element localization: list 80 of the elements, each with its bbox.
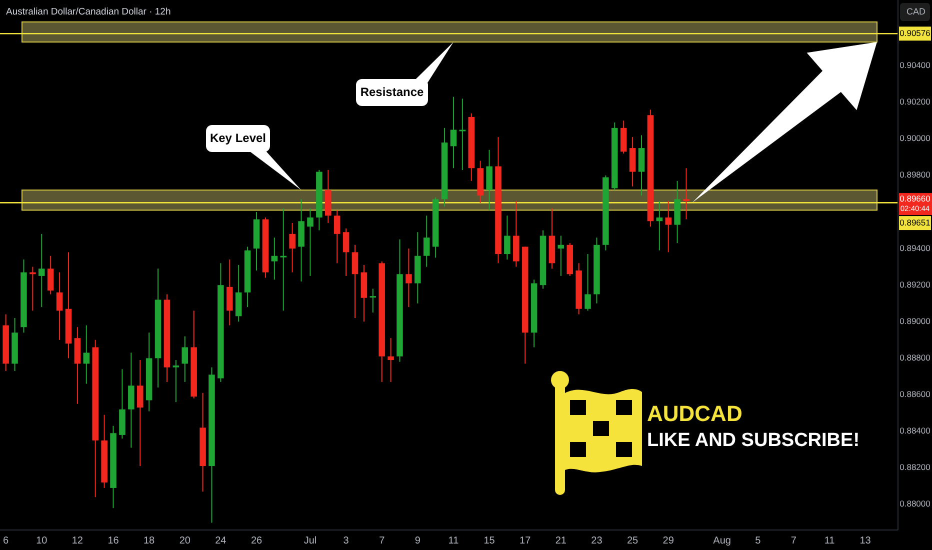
candlestick bbox=[182, 336, 188, 382]
candlestick bbox=[450, 96, 457, 169]
x-tick-label: 17 bbox=[520, 536, 532, 547]
candlestick bbox=[136, 360, 144, 467]
candlestick bbox=[38, 233, 45, 308]
x-tick-label: 11 bbox=[448, 536, 460, 547]
x-tick-label: 5 bbox=[755, 536, 762, 547]
x-tick-label: 21 bbox=[555, 536, 567, 547]
text: 0.89660 bbox=[900, 193, 931, 204]
x-tick-label: 6 bbox=[3, 536, 10, 547]
x-tick-label: 29 bbox=[662, 536, 674, 547]
candlestick bbox=[584, 254, 591, 312]
y-tick-label: 0.90400 bbox=[900, 60, 931, 70]
y-tick-label: 0.88000 bbox=[900, 498, 931, 509]
x-tick-label: 25 bbox=[626, 536, 639, 547]
candlestick bbox=[683, 168, 690, 220]
candlestick bbox=[370, 288, 376, 314]
candlestick bbox=[459, 98, 466, 170]
candlestick bbox=[620, 120, 627, 154]
x-tick-label: 16 bbox=[108, 536, 120, 547]
x-tick-label: 7 bbox=[379, 536, 386, 547]
candlestick bbox=[629, 136, 636, 187]
y-tick-label: 0.89000 bbox=[900, 316, 931, 326]
text: Australian Dollar/Canadian Dollar · 12h bbox=[6, 6, 171, 18]
candlestick bbox=[83, 324, 90, 384]
candlestick bbox=[47, 255, 54, 295]
y-tick-label: 0.89200 bbox=[900, 279, 931, 290]
callout: Key Level bbox=[206, 125, 302, 190]
y-tick-label: 0.88200 bbox=[900, 462, 931, 472]
candlestick bbox=[280, 208, 286, 312]
candlestick bbox=[289, 222, 296, 273]
candlestick bbox=[504, 215, 510, 260]
candlestick bbox=[271, 237, 278, 280]
candlestick bbox=[406, 248, 412, 308]
candlestick bbox=[486, 149, 492, 211]
ref-line-label: 0.90576 bbox=[900, 28, 931, 38]
candlestick bbox=[352, 244, 358, 318]
x-tick-label: Aug bbox=[713, 536, 731, 547]
y-tick-label: 0.88600 bbox=[900, 389, 931, 400]
annotation: Resistance bbox=[360, 85, 424, 100]
candlestick bbox=[558, 235, 564, 276]
y-tick-label: 0.89800 bbox=[900, 170, 931, 180]
candlestick bbox=[226, 259, 233, 326]
candlestick bbox=[128, 352, 134, 448]
x-tick-label: 9 bbox=[414, 536, 421, 547]
candlestick bbox=[334, 210, 340, 264]
candlestick bbox=[307, 208, 314, 276]
annotation: Key Level bbox=[210, 131, 266, 146]
x-tick-label: 11 bbox=[824, 536, 836, 547]
x-tick-label: 15 bbox=[484, 536, 496, 547]
candlestick bbox=[388, 338, 394, 382]
callout: Resistance bbox=[356, 42, 454, 106]
x-tick-label: 13 bbox=[860, 536, 872, 547]
y-tick-label: 0.90200 bbox=[900, 96, 931, 107]
x-tick-label: 23 bbox=[591, 536, 603, 547]
candlestick bbox=[423, 215, 430, 268]
x-tick-label: 24 bbox=[215, 536, 227, 547]
y-tick-label: 0.89400 bbox=[900, 242, 931, 253]
x-tick-label: 3 bbox=[343, 536, 350, 547]
y-tick-label: 0.90000 bbox=[900, 133, 931, 144]
candlestick bbox=[172, 360, 180, 403]
ref-line-label: 0.89651 bbox=[900, 217, 931, 228]
x-tick-label: 20 bbox=[179, 536, 191, 547]
text: CAD bbox=[906, 6, 926, 16]
x-tick-label: 7 bbox=[790, 536, 797, 547]
candlestick bbox=[342, 228, 350, 276]
y-tick-label: 0.88400 bbox=[900, 426, 931, 436]
x-tick-label: 18 bbox=[144, 536, 156, 547]
annotation: AUDCAD bbox=[647, 401, 742, 426]
candlestick bbox=[638, 134, 645, 196]
candlestick bbox=[665, 200, 672, 253]
x-tick-label: 12 bbox=[72, 536, 84, 547]
candlestick bbox=[56, 272, 63, 340]
x-tick-label: 10 bbox=[36, 536, 48, 547]
x-tick-label: 26 bbox=[250, 536, 263, 547]
annotation: LIKE AND SUBSCRIBE! bbox=[647, 430, 860, 451]
candlestick bbox=[656, 200, 663, 251]
candlestick bbox=[235, 264, 242, 322]
y-tick-label: 0.88800 bbox=[900, 352, 931, 362]
x-tick-label: Jul bbox=[304, 536, 317, 547]
